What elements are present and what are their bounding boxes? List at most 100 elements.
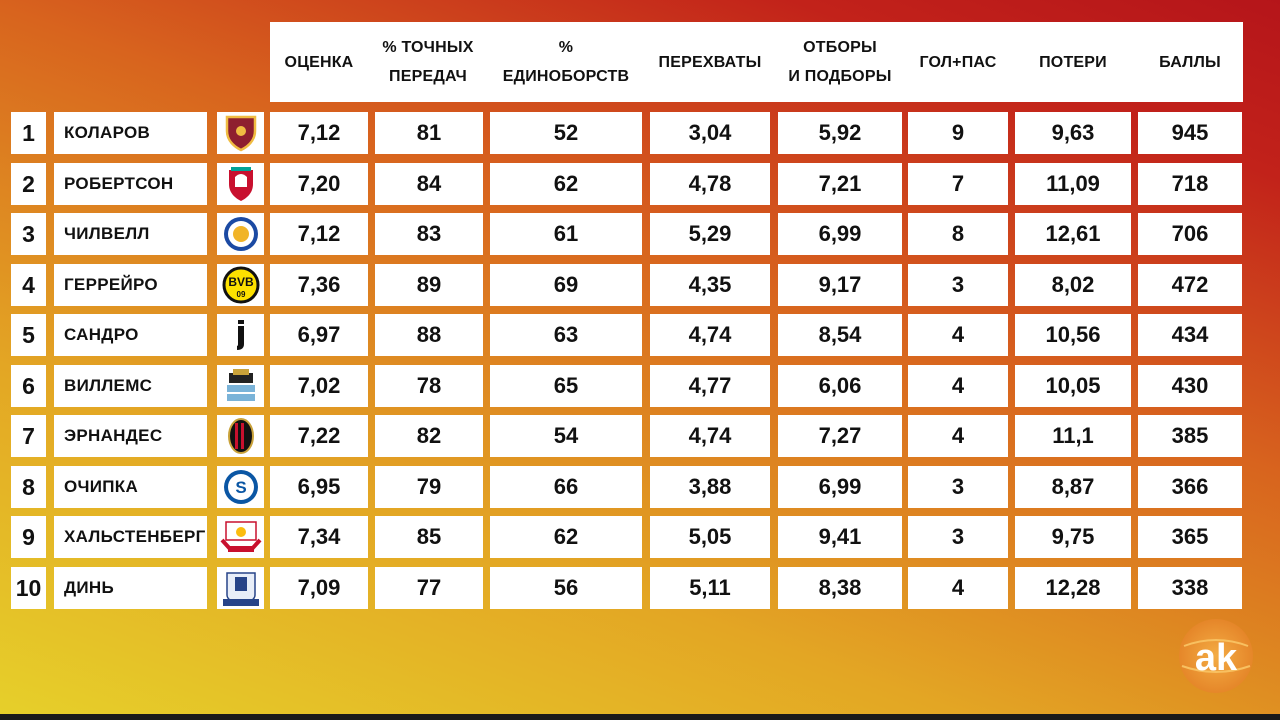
schalke-crest-icon: S: [221, 468, 261, 506]
column-header-line2: И ПОДБОРЫ: [788, 68, 892, 85]
club-logo: [217, 314, 264, 356]
player-name: ЧИЛВЕЛЛ: [54, 213, 207, 255]
column-header-line1: ПЕРЕХВАТЫ: [658, 53, 762, 71]
stat-cell: 5,05: [650, 516, 770, 558]
column-header: ОЦЕНКА: [270, 22, 368, 102]
club-logo: [217, 213, 264, 255]
stat-cell: 66: [490, 466, 642, 508]
stat-cell: 3: [908, 264, 1008, 306]
stat-cell: 366: [1138, 466, 1242, 508]
column-header: % ЕДИНОБОРСТВ: [490, 22, 642, 102]
stat-cell: 6,97: [270, 314, 368, 356]
stat-cell: 9,75: [1015, 516, 1131, 558]
player-name: ОЧИПКА: [54, 466, 207, 508]
player-name: ЭРНАНДЕС: [54, 415, 207, 457]
stat-cell: 62: [490, 163, 642, 205]
rank-cell: 2: [11, 163, 46, 205]
rank-cell: 9: [11, 516, 46, 558]
stat-cell: 7: [908, 163, 1008, 205]
player-name: ГЕРРЕЙРО: [54, 264, 207, 306]
club-logo: [217, 365, 264, 407]
stat-cell: 4,77: [650, 365, 770, 407]
stat-cell: 4,78: [650, 163, 770, 205]
stat-cell: 718: [1138, 163, 1242, 205]
club-logo: BVB 09: [217, 264, 264, 306]
rank-cell: 6: [11, 365, 46, 407]
stat-cell: 89: [375, 264, 483, 306]
club-logo: [217, 163, 264, 205]
club-logo: S: [217, 466, 264, 508]
column-header-line1: ПОТЕРИ: [1039, 53, 1107, 71]
column-header-line1: % ТОЧНЫХ: [382, 39, 474, 56]
rank-cell: 10: [11, 567, 46, 609]
column-header: ГОЛ+ПАС: [908, 22, 1008, 102]
column-header: ПЕРЕХВАТЫ: [650, 22, 770, 102]
stat-cell: 9: [908, 112, 1008, 154]
newcastle-crest-icon: [221, 367, 261, 405]
column-header: ПОТЕРИ: [1015, 22, 1131, 102]
club-logo: [217, 567, 264, 609]
player-name: РОБЕРТСОН: [54, 163, 207, 205]
stat-cell: 85: [375, 516, 483, 558]
stat-cell: 706: [1138, 213, 1242, 255]
stat-cell: 7,34: [270, 516, 368, 558]
roma-crest-icon: [221, 114, 261, 152]
stat-cell: 7,27: [778, 415, 902, 457]
stat-cell: 7,21: [778, 163, 902, 205]
rank-cell: 4: [11, 264, 46, 306]
milan-crest-icon: [221, 417, 261, 455]
stat-cell: 88: [375, 314, 483, 356]
player-name: КОЛАРОВ: [54, 112, 207, 154]
stat-cell: 61: [490, 213, 642, 255]
stat-cell: 11,1: [1015, 415, 1131, 457]
stat-cell: 7,20: [270, 163, 368, 205]
stat-cell: 4,74: [650, 314, 770, 356]
dortmund-crest-icon: BVB 09: [221, 266, 261, 304]
svg-text:09: 09: [236, 290, 245, 299]
juventus-crest-icon: [221, 316, 261, 354]
stat-cell: 8,54: [778, 314, 902, 356]
stat-cell: 12,28: [1015, 567, 1131, 609]
player-name: САНДРО: [54, 314, 207, 356]
column-header-line2: ПЕРЕДАЧ: [389, 68, 467, 85]
rank-cell: 7: [11, 415, 46, 457]
stat-cell: 5,29: [650, 213, 770, 255]
stat-cell: 7,12: [270, 213, 368, 255]
column-header: % ТОЧНЫХ ПЕРЕДАЧ: [370, 22, 486, 102]
stat-cell: 8,02: [1015, 264, 1131, 306]
stat-cell: 4,35: [650, 264, 770, 306]
club-logo: [217, 516, 264, 558]
column-header-line1: ГОЛ+ПАС: [919, 53, 997, 71]
ak-logo-icon: ak: [1179, 619, 1253, 693]
stat-cell: 84: [375, 163, 483, 205]
stat-cell: 472: [1138, 264, 1242, 306]
stat-cell: 385: [1138, 415, 1242, 457]
stat-cell: 8: [908, 213, 1008, 255]
stat-cell: 5,11: [650, 567, 770, 609]
leipzig-crest-icon: [218, 518, 264, 556]
rank-cell: 5: [11, 314, 46, 356]
column-header-line1: %: [558, 39, 574, 56]
stat-cell: 6,99: [778, 466, 902, 508]
club-logo: [217, 112, 264, 154]
liverpool-crest-icon: [221, 165, 261, 203]
stat-cell: 8,87: [1015, 466, 1131, 508]
stat-cell: 6,06: [778, 365, 902, 407]
stat-cell: 10,56: [1015, 314, 1131, 356]
stat-cell: 9,41: [778, 516, 902, 558]
stat-cell: 365: [1138, 516, 1242, 558]
watermark-text: ak: [1195, 637, 1238, 679]
stat-cell: 83: [375, 213, 483, 255]
stat-cell: 6,95: [270, 466, 368, 508]
stat-cell: 7,36: [270, 264, 368, 306]
stat-cell: 6,99: [778, 213, 902, 255]
stat-cell: 62: [490, 516, 642, 558]
stat-cell: 77: [375, 567, 483, 609]
table-header: [270, 22, 1243, 102]
stat-cell: 3,04: [650, 112, 770, 154]
player-name: ХАЛЬСТЕНБЕРГ: [54, 516, 207, 558]
stat-cell: 430: [1138, 365, 1242, 407]
rank-cell: 8: [11, 466, 46, 508]
stat-cell: 12,61: [1015, 213, 1131, 255]
rank-cell: 1: [11, 112, 46, 154]
